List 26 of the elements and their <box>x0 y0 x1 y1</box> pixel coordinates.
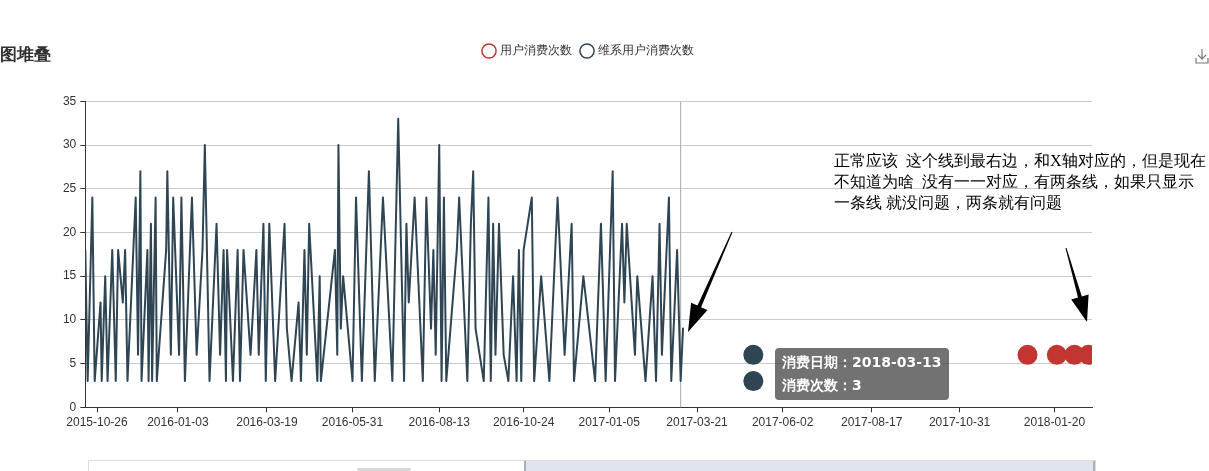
x-tick-label: 2016-01-03 <box>147 414 209 429</box>
x-tick-label: 2016-05-31 <box>321 414 384 429</box>
annotation: 消费日期：2018-03-13 <box>782 353 942 372</box>
x-tick-label: 2018-01-20 <box>1023 414 1086 429</box>
y-tick-label: 10 <box>62 312 77 327</box>
y-tick-label: 20 <box>62 224 77 239</box>
y-tick-label: 5 <box>69 355 77 370</box>
x-tick-label: 2017-06-02 <box>751 414 814 429</box>
x-tick-label: 2017-01-05 <box>578 414 641 429</box>
y-tick-label: 15 <box>62 268 77 283</box>
legend-label: 用户消费次数 <box>500 43 572 58</box>
legend-label: 维系用户消费次数 <box>598 43 694 58</box>
annotation: 正常应该 这个线到最右边，和X轴对应的，但是现在不知道为啥 没有一一对应，有两条线，如果只显示一条线 就没问题，两条就有问题 <box>834 151 1207 213</box>
y-tick-label: 0 <box>69 399 77 414</box>
y-tick-label: 35 <box>62 93 77 108</box>
y-tick-label: 25 <box>62 181 77 196</box>
x-tick-label: 2016-08-13 <box>408 414 471 429</box>
annotation: 消费次数：3 <box>782 376 863 395</box>
x-tick-label: 2017-10-31 <box>928 414 991 429</box>
x-tick-label: 2017-08-17 <box>840 414 903 429</box>
x-tick-label: 2016-03-19 <box>236 414 298 429</box>
x-tick-label: 2016-10-24 <box>492 414 555 429</box>
x-tick-label: 2015-10-26 <box>66 414 129 429</box>
y-tick-label: 30 <box>62 137 77 152</box>
chart-title: 图堆叠 <box>0 43 51 66</box>
x-tick-label: 2017-03-21 <box>666 414 729 429</box>
